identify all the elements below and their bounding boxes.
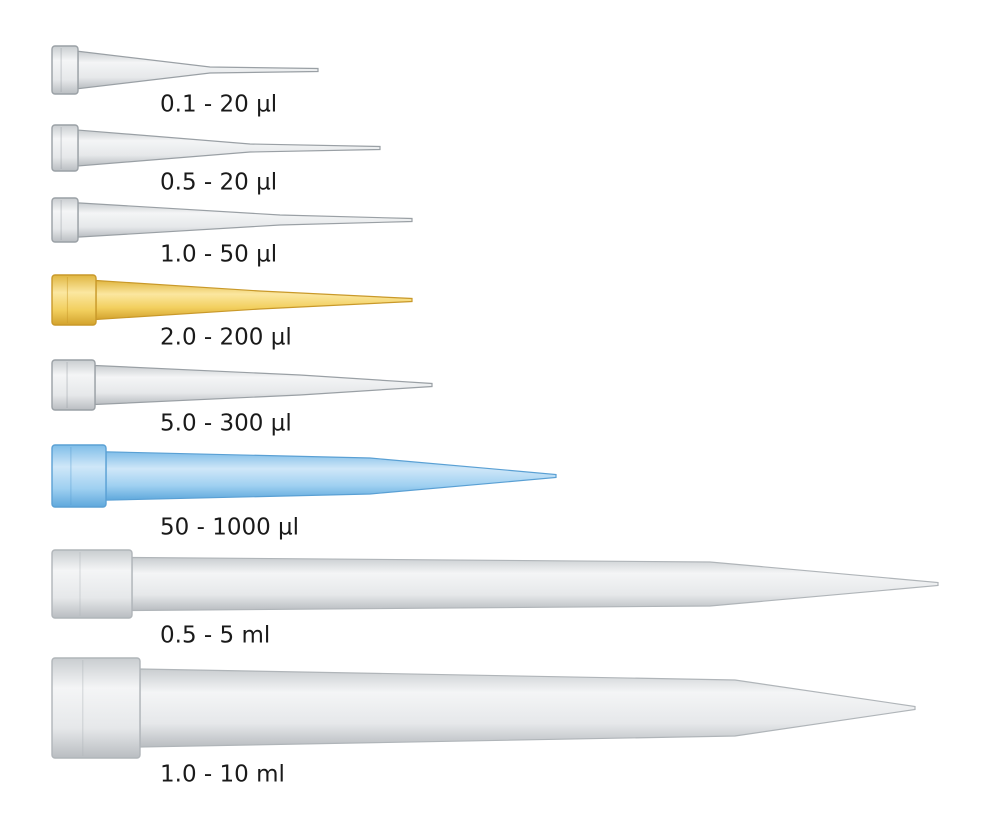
pipette-tip: 50 - 1000 µl: [51, 444, 557, 541]
tip-collar: [51, 124, 79, 172]
tip-body: [105, 451, 557, 501]
tip-body: [139, 668, 916, 748]
tip-collar: [51, 359, 96, 411]
tip-collar: [51, 197, 79, 243]
pipette-tip: 2.0 - 200 µl: [51, 274, 413, 351]
pipette-tip: 1.0 - 50 µl: [51, 197, 413, 268]
tip-body: [77, 50, 319, 90]
pipette-tip: 0.1 - 20 µl: [51, 45, 319, 118]
tip-collar: [51, 444, 107, 508]
tip-body: [95, 279, 413, 321]
pipette-tip: 0.5 - 20 µl: [51, 124, 381, 196]
tip-body: [94, 364, 433, 406]
tip-label: 2.0 - 200 µl: [160, 325, 292, 351]
tip-label: 0.5 - 20 µl: [160, 170, 277, 196]
tip-label: 1.0 - 50 µl: [160, 242, 277, 268]
pipette-tip: 5.0 - 300 µl: [51, 359, 433, 437]
tip-label: 1.0 - 10 ml: [160, 762, 285, 788]
pipette-tip: 0.5 - 5 ml: [51, 549, 939, 649]
tip-label: 0.5 - 5 ml: [160, 623, 270, 649]
tip-label: 5.0 - 300 µl: [160, 411, 292, 437]
tip-body: [77, 129, 381, 167]
tip-body: [77, 202, 413, 238]
tip-label: 0.1 - 20 µl: [160, 92, 277, 118]
tip-body: [131, 556, 939, 612]
pipette-tip: 1.0 - 10 ml: [51, 657, 916, 788]
tip-collar: [51, 274, 97, 326]
tip-collar: [51, 45, 79, 95]
tip-collar: [51, 657, 141, 759]
tip-label: 50 - 1000 µl: [160, 515, 299, 541]
tip-collar: [51, 549, 133, 619]
